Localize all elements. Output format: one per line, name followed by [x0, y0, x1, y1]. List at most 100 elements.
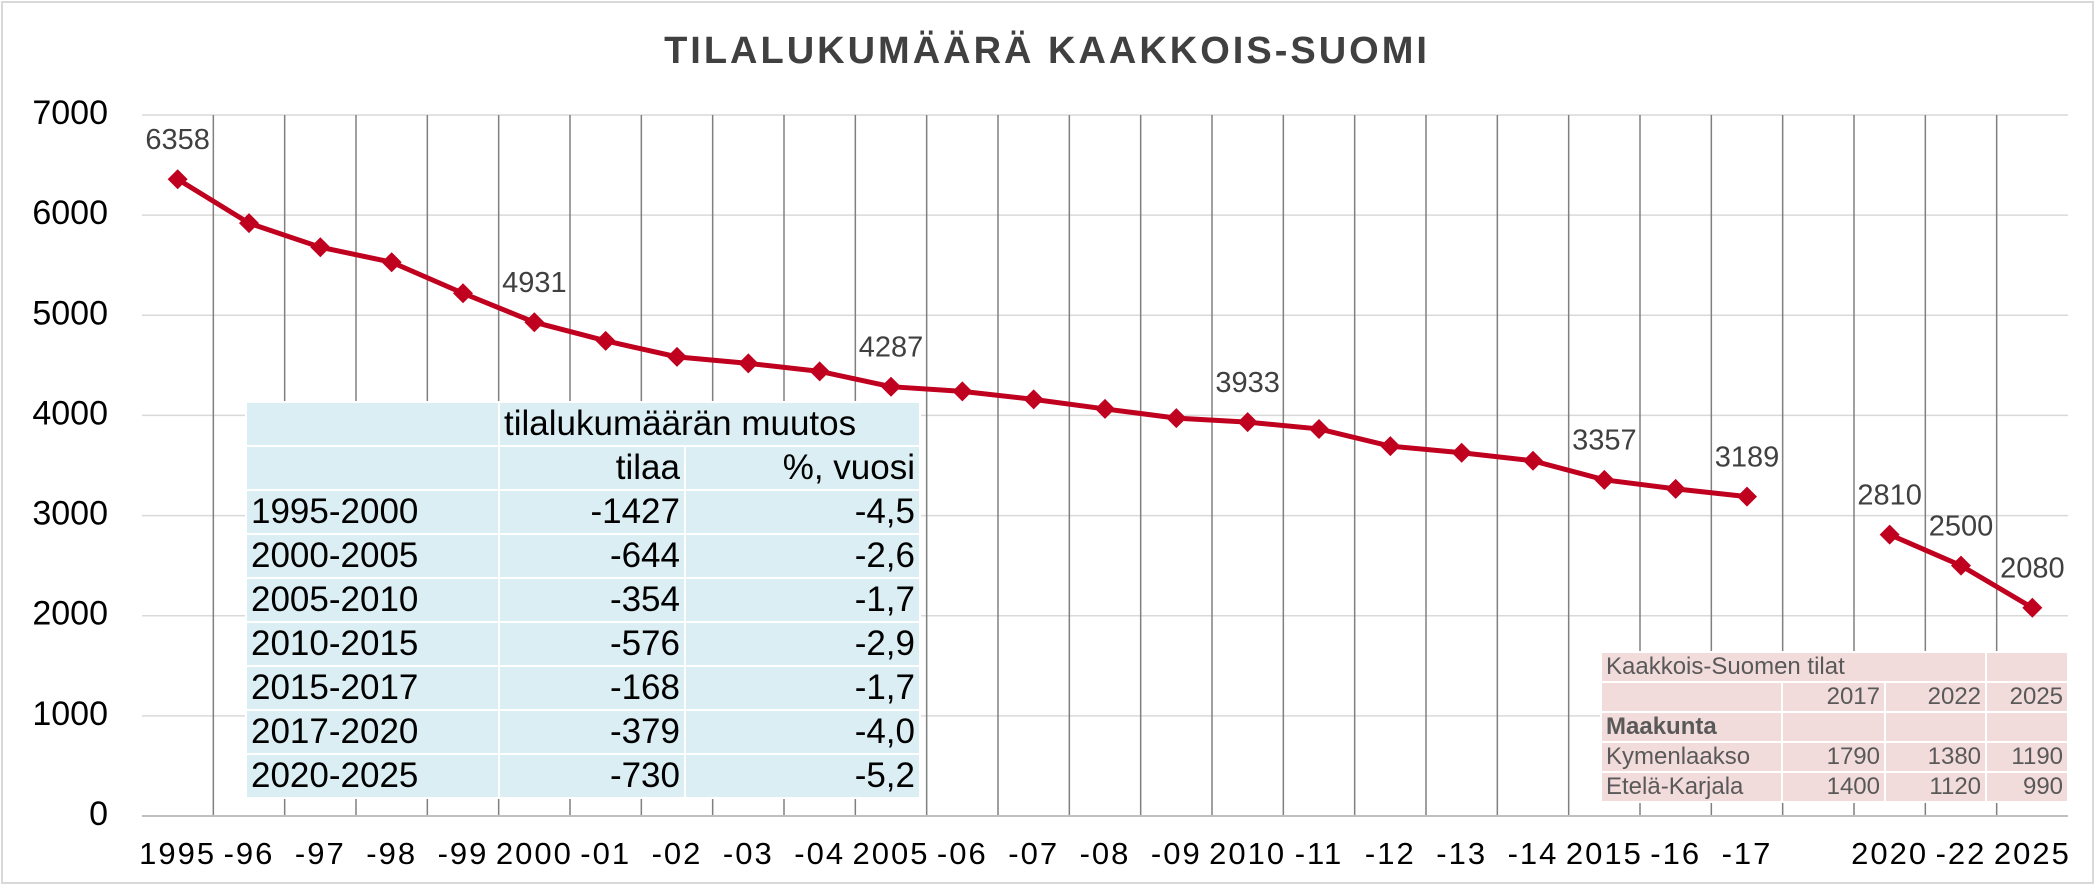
table-row: 2010-2015 -576 -2,9: [245, 621, 921, 667]
table-cell: [1985, 711, 2070, 743]
x-tick-label: -08: [1080, 836, 1131, 871]
table-cell: -168: [498, 665, 686, 711]
x-tick-label: -02: [652, 836, 703, 871]
marker: [1309, 418, 1329, 439]
table-row: 2005-2010 -354 -1,7: [245, 577, 921, 623]
data-label: 3189: [1715, 441, 1780, 473]
marker: [595, 330, 616, 351]
table-cell: [1883, 711, 1988, 743]
data-label: 2080: [2000, 552, 2065, 584]
table-cell: 2017-2020: [245, 709, 500, 755]
marker: [1879, 524, 1900, 545]
marker: [1380, 436, 1401, 457]
table-row: Kaakkois-Suomen tilat: [1599, 651, 2070, 683]
table-cell: -576: [498, 621, 686, 667]
x-tick-label: 1995: [139, 836, 216, 871]
table-cell: tilaa: [498, 445, 686, 491]
x-tick-label: -98: [366, 836, 417, 871]
marker: [881, 376, 901, 397]
marker: [381, 252, 402, 273]
marker: [667, 346, 687, 367]
chart-title: TILALUKUMÄÄRÄ KAAKKOIS-SUOMI: [664, 29, 1430, 72]
marker: [2022, 597, 2043, 618]
table-cell: 1790: [1781, 741, 1886, 773]
y-tick-label: 4000: [32, 394, 108, 432]
table-row: Etelä-Karjala 1400 1120 990: [1600, 771, 2070, 803]
table-cell: [245, 445, 500, 491]
marker: [1166, 408, 1187, 429]
table-cell: Etelä-Karjala: [1600, 771, 1783, 803]
data-label: 3933: [1215, 367, 1280, 399]
data-label: 2500: [1929, 510, 1994, 542]
x-tick-label: 2015: [1566, 836, 1643, 871]
table-cell: 2005-2010: [245, 577, 500, 623]
marker: [809, 361, 830, 382]
x-tick-label: 2020: [1851, 836, 1928, 871]
table-cell: 2000-2005: [245, 533, 500, 579]
marker: [524, 312, 545, 333]
table-cell: -5,2: [684, 753, 921, 799]
table-cell: 2020-2025: [245, 753, 500, 799]
marker: [738, 353, 759, 374]
marker: [1523, 450, 1543, 471]
marker: [310, 237, 331, 258]
table-row: Maakunta: [1600, 711, 2070, 743]
x-tick-label: -07: [1008, 836, 1059, 871]
table-row: tilaa%, vuosi: [245, 445, 921, 491]
data-label: 6358: [145, 124, 210, 156]
marker: [1665, 478, 1686, 499]
x-tick-label: -22: [1936, 836, 1987, 871]
marker: [453, 283, 473, 304]
y-tick-label: 0: [89, 795, 108, 833]
table-cell: Maakunta: [1600, 711, 1783, 743]
x-tick-label: 2025: [1994, 836, 2071, 871]
data-label: 4287: [859, 331, 924, 363]
marker: [1023, 389, 1044, 410]
table-cell: 2010-2015: [245, 621, 500, 667]
x-tick-label: -99: [438, 836, 489, 871]
table-cell: %, vuosi: [684, 445, 921, 491]
table-cell: Kaakkois-Suomen tilat: [1599, 651, 1988, 683]
table-cell: 2015-2017: [245, 665, 500, 711]
table-row: Kymenlaakso 1790 1380 1190: [1600, 741, 2070, 773]
table-cell: tilalukumäärän muutos: [498, 401, 921, 447]
x-tick-label: -06: [937, 836, 988, 871]
y-tick-label: 5000: [32, 294, 108, 332]
x-tick-label: -13: [1436, 836, 1487, 871]
x-tick-label: -12: [1365, 836, 1416, 871]
marker: [1451, 442, 1472, 463]
x-tick-label: -17: [1722, 836, 1773, 871]
x-tick-label: -04: [794, 836, 845, 871]
y-tick-label: 6000: [32, 194, 108, 232]
x-tick-label: 2010: [1209, 836, 1286, 871]
marker: [1095, 398, 1115, 419]
x-tick-label: -11: [1295, 836, 1344, 871]
table-cell: -379: [498, 709, 686, 755]
table-row: 2017 2022 2025: [1600, 681, 2070, 713]
table-cell: [1985, 651, 2070, 683]
table-cell: [245, 401, 500, 447]
table-cell: 1190: [1985, 741, 2070, 773]
marker: [1237, 412, 1258, 433]
marker: [1594, 469, 1615, 490]
x-tick-label: 2000: [496, 836, 573, 871]
x-tick-label: -96: [224, 836, 275, 871]
table-cell: 2025: [1985, 681, 2070, 713]
table-cell: -730: [498, 753, 686, 799]
data-label: 4931: [502, 267, 567, 299]
x-tick-label: 2005: [853, 836, 930, 871]
table-cell: 1120: [1883, 771, 1988, 803]
table-cell: 2017: [1781, 681, 1886, 713]
table-row: 1995-2000 -1427 -4,5: [245, 489, 921, 535]
table-cell: Kymenlaakso: [1600, 741, 1783, 773]
table-cell: 2022: [1883, 681, 1988, 713]
y-tick-label: 2000: [32, 595, 108, 633]
marker: [239, 213, 259, 234]
table-cell: -1427: [498, 489, 686, 535]
table-cell: -2,6: [684, 533, 921, 579]
data-label: 2810: [1857, 479, 1922, 511]
table-cell: [1600, 681, 1783, 713]
table-row: tilalukumäärän muutos: [245, 401, 921, 447]
table-cell: -354: [498, 577, 686, 623]
